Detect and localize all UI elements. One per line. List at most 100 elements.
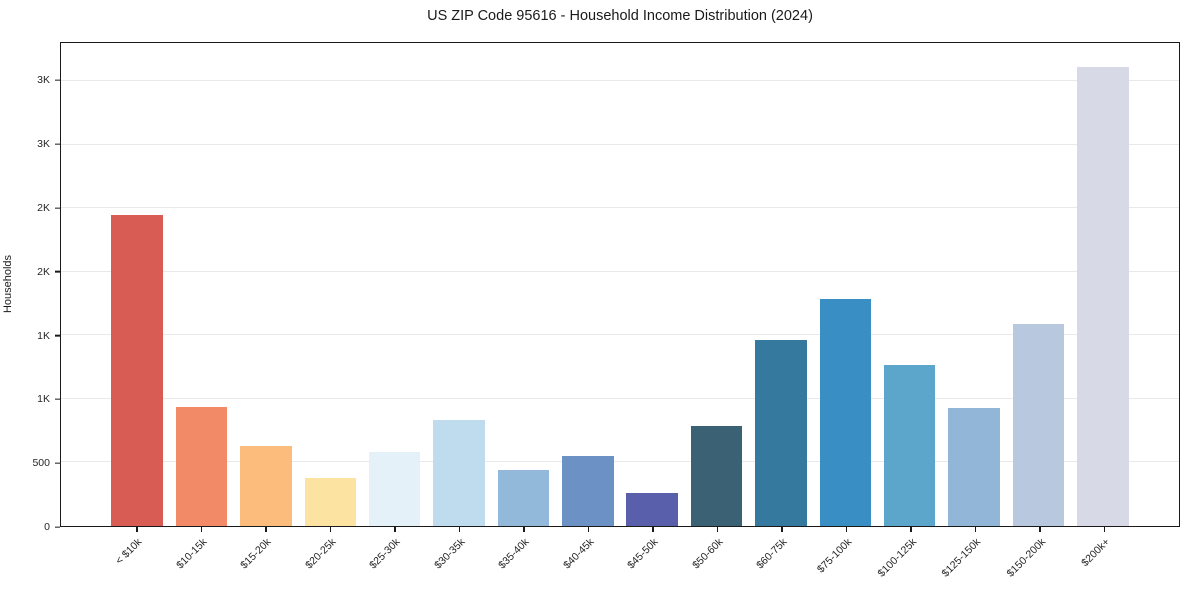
bar-$125-150k [948, 407, 1000, 526]
plot-area [60, 42, 1180, 527]
x-tick-slot: $10-15k [169, 527, 234, 589]
x-tick-mark [329, 527, 332, 532]
bar-$35-40k [497, 470, 550, 526]
x-tick-label: $45-50k [625, 536, 661, 572]
y-tick-label: 1K [37, 393, 50, 406]
bar-$20-25k [304, 478, 357, 526]
x-tick-slot: $50-60k [685, 527, 750, 589]
bar-$150-200k [1012, 323, 1065, 526]
y-tick-mark [55, 143, 60, 145]
x-tick-label: $30-35k [431, 536, 468, 572]
y-tick-mark [55, 207, 60, 209]
x-tick-mark [1039, 527, 1041, 532]
x-tick-label: $10-15k [173, 536, 210, 572]
x-tick-label: $20-25k [302, 536, 339, 572]
y-tick-mark [55, 462, 60, 464]
x-tick-slot: $100-125k [875, 527, 943, 589]
x-tick-mark [974, 527, 977, 532]
x-tick-slot: $30-35k [427, 527, 492, 589]
x-tick-label: $40-45k [560, 536, 597, 572]
x-tick-slot: $200k+ [1072, 527, 1137, 589]
x-tick-slot: $150-200k [1004, 527, 1072, 589]
gridline [61, 143, 1179, 145]
bar-slot [942, 43, 1006, 526]
bar-slot [169, 43, 233, 526]
y-tick-mark [55, 334, 60, 337]
bar-$30-35k [433, 419, 485, 526]
x-tick-slot: $60-75k [749, 527, 814, 589]
x-tick-label: $200k+ [1079, 536, 1113, 570]
bar-slot [105, 43, 169, 526]
x-tick-label: $125-150k [939, 536, 984, 580]
bar-$40-45k [562, 456, 614, 526]
x-tick-label: $35-40k [496, 536, 532, 572]
y-tick-label: 2K [37, 201, 50, 214]
gridline [61, 461, 1179, 463]
x-tick-label: $150-200k [1004, 536, 1048, 580]
x-tick-label: $15-20k [238, 536, 274, 572]
x-tick-mark [523, 527, 525, 532]
y-axis-ticks: 0 500 1K 1K 2K 2K 3K 3K [0, 42, 60, 533]
x-tick-label: $100-125k [875, 536, 919, 580]
x-tick-label: $60-75k [754, 536, 790, 572]
bar-slot [684, 43, 748, 526]
bar-slot [363, 43, 427, 526]
x-tick-mark [716, 527, 719, 532]
bar-$45-50k [626, 492, 678, 526]
bars [61, 43, 1179, 526]
x-tick-mark [781, 527, 783, 532]
y-tick-mark [55, 398, 60, 401]
bar-$10-15k [175, 407, 228, 526]
bar-$25-30k [368, 452, 421, 526]
y-tick-label: 3K [37, 138, 50, 151]
gridlines [61, 43, 1179, 526]
x-tick-slot: < $10k [104, 527, 169, 589]
bar-$75-100k [819, 299, 872, 526]
x-tick-mark [910, 527, 912, 532]
x-tick-mark [458, 527, 461, 532]
x-tick-slot: $25-30k [362, 527, 427, 589]
x-tick-mark [1103, 527, 1106, 532]
y-tick-label: 3K [37, 74, 50, 87]
x-axis-ticks: < $10k $10-15k $15-20k $20-25k $25-30k $30-35… [60, 527, 1180, 589]
x-tick-label: < $10k [113, 536, 145, 567]
bar-$200k+ [1077, 67, 1129, 526]
y-tick-mark [55, 79, 60, 81]
x-tick-mark [265, 527, 267, 532]
gridline [61, 207, 1179, 209]
x-tick-slot: $35-40k [491, 527, 556, 589]
chart-title: US ZIP Code 95616 - Household Income Dis… [427, 8, 813, 24]
y-tick-mark [55, 271, 60, 273]
x-tick-slot: $40-45k [556, 527, 621, 589]
gridline [61, 334, 1179, 336]
bar-$60-75k [755, 340, 807, 526]
bar-slot [234, 43, 298, 526]
x-tick-mark [136, 527, 138, 532]
x-tick-slot: $15-20k [233, 527, 298, 589]
bar-slot [1071, 43, 1135, 526]
x-tick-label: $50-60k [689, 536, 726, 572]
gridline [61, 80, 1179, 82]
x-tick-mark [200, 527, 203, 532]
bar-slot [813, 43, 877, 526]
x-tick-slot: $125-150k [939, 527, 1008, 589]
bar-slot [1006, 43, 1070, 526]
bar-< $10k [111, 214, 163, 526]
bar-$100-125k [883, 364, 936, 526]
bar-slot [298, 43, 362, 526]
x-tick-label: $75-100k [814, 536, 855, 576]
gridline [61, 270, 1179, 272]
y-tick-mark [55, 526, 60, 528]
x-tick-slot: $20-25k [298, 527, 363, 589]
bar-slot [556, 43, 620, 526]
bar-slot [620, 43, 684, 526]
x-tick-mark [394, 527, 396, 532]
x-tick-label: $25-30k [367, 536, 403, 572]
x-tick-mark [587, 527, 590, 532]
y-tick-label: 0 [44, 521, 50, 533]
bar-$15-20k [240, 445, 292, 526]
x-tick-mark [652, 527, 654, 532]
x-tick-mark [845, 527, 848, 532]
bar-slot [749, 43, 813, 526]
